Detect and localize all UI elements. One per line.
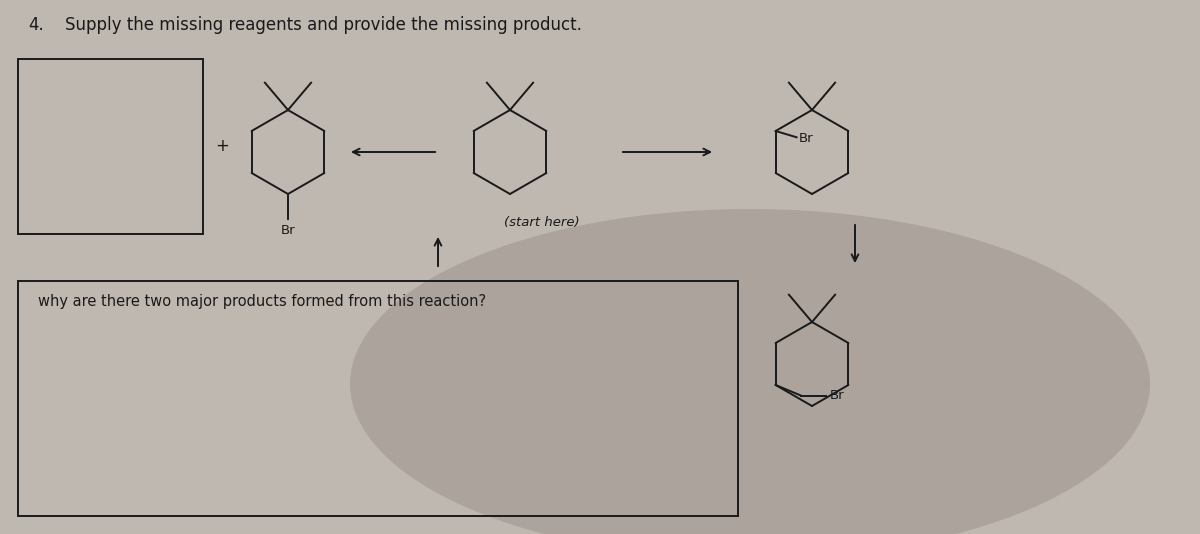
Text: Br: Br: [281, 224, 295, 237]
Text: why are there two major products formed from this reaction?: why are there two major products formed …: [38, 294, 486, 309]
Text: 4.: 4.: [28, 16, 43, 34]
Text: +: +: [215, 137, 229, 155]
Text: Br: Br: [830, 389, 845, 402]
Ellipse shape: [350, 209, 1150, 534]
Text: Br: Br: [799, 132, 814, 145]
Text: (start here): (start here): [504, 216, 580, 229]
Text: Supply the missing reagents and provide the missing product.: Supply the missing reagents and provide …: [65, 16, 582, 34]
